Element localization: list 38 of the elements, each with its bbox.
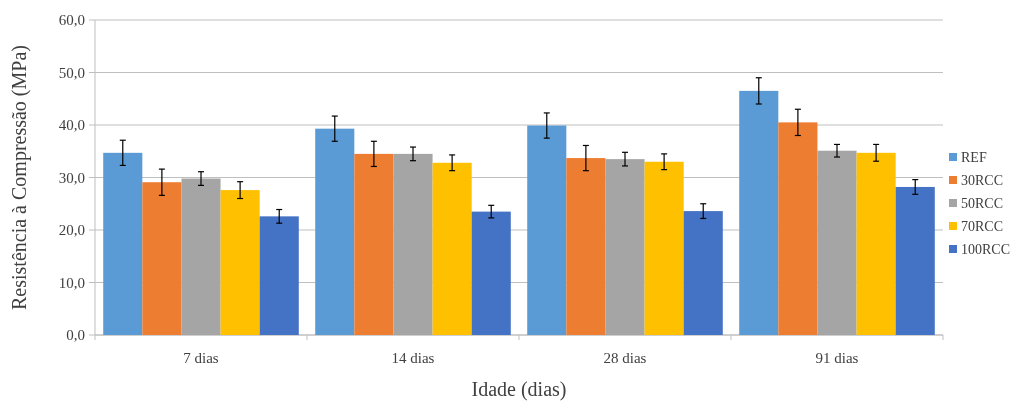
bar <box>259 216 299 335</box>
bar <box>432 162 472 335</box>
x-tick-label: 28 dias <box>603 350 647 366</box>
legend-label: REF <box>961 149 987 165</box>
bar <box>566 158 606 335</box>
bar <box>895 186 935 335</box>
bar <box>778 122 818 335</box>
y-tick-label: 30,0 <box>58 169 85 186</box>
bar <box>393 153 433 335</box>
bar <box>181 178 221 335</box>
bar <box>856 152 896 335</box>
y-tick-label: 10,0 <box>58 274 85 291</box>
bar <box>354 153 394 335</box>
x-axis-title: Idade (dias) <box>471 378 567 401</box>
legend-label: 30RCC <box>961 172 1004 188</box>
y-axis-title: Resistência à Compressão (MPa) <box>8 45 31 310</box>
bar <box>527 125 567 335</box>
legend-label: 50RCC <box>961 195 1004 211</box>
bar <box>220 190 260 335</box>
y-tick-label: 20,0 <box>58 222 85 239</box>
bar <box>103 152 143 335</box>
y-tick-label: 0,0 <box>66 327 85 344</box>
bar <box>683 211 723 335</box>
y-tick-label: 50,0 <box>58 64 85 81</box>
bar <box>315 128 355 335</box>
bar <box>739 90 779 335</box>
bar <box>817 150 857 335</box>
bar <box>605 159 645 335</box>
y-tick-label: 40,0 <box>58 117 85 134</box>
x-tick-label: 14 dias <box>391 350 435 366</box>
bar <box>142 182 182 335</box>
bar <box>644 161 684 335</box>
legend-label: 100RCC <box>961 241 1011 257</box>
x-tick-label: 91 dias <box>815 350 859 366</box>
y-tick-label: 60,0 <box>58 12 85 29</box>
bar <box>471 211 511 335</box>
x-tick-label: 7 dias <box>183 350 219 366</box>
legend-label: 70RCC <box>961 218 1004 234</box>
